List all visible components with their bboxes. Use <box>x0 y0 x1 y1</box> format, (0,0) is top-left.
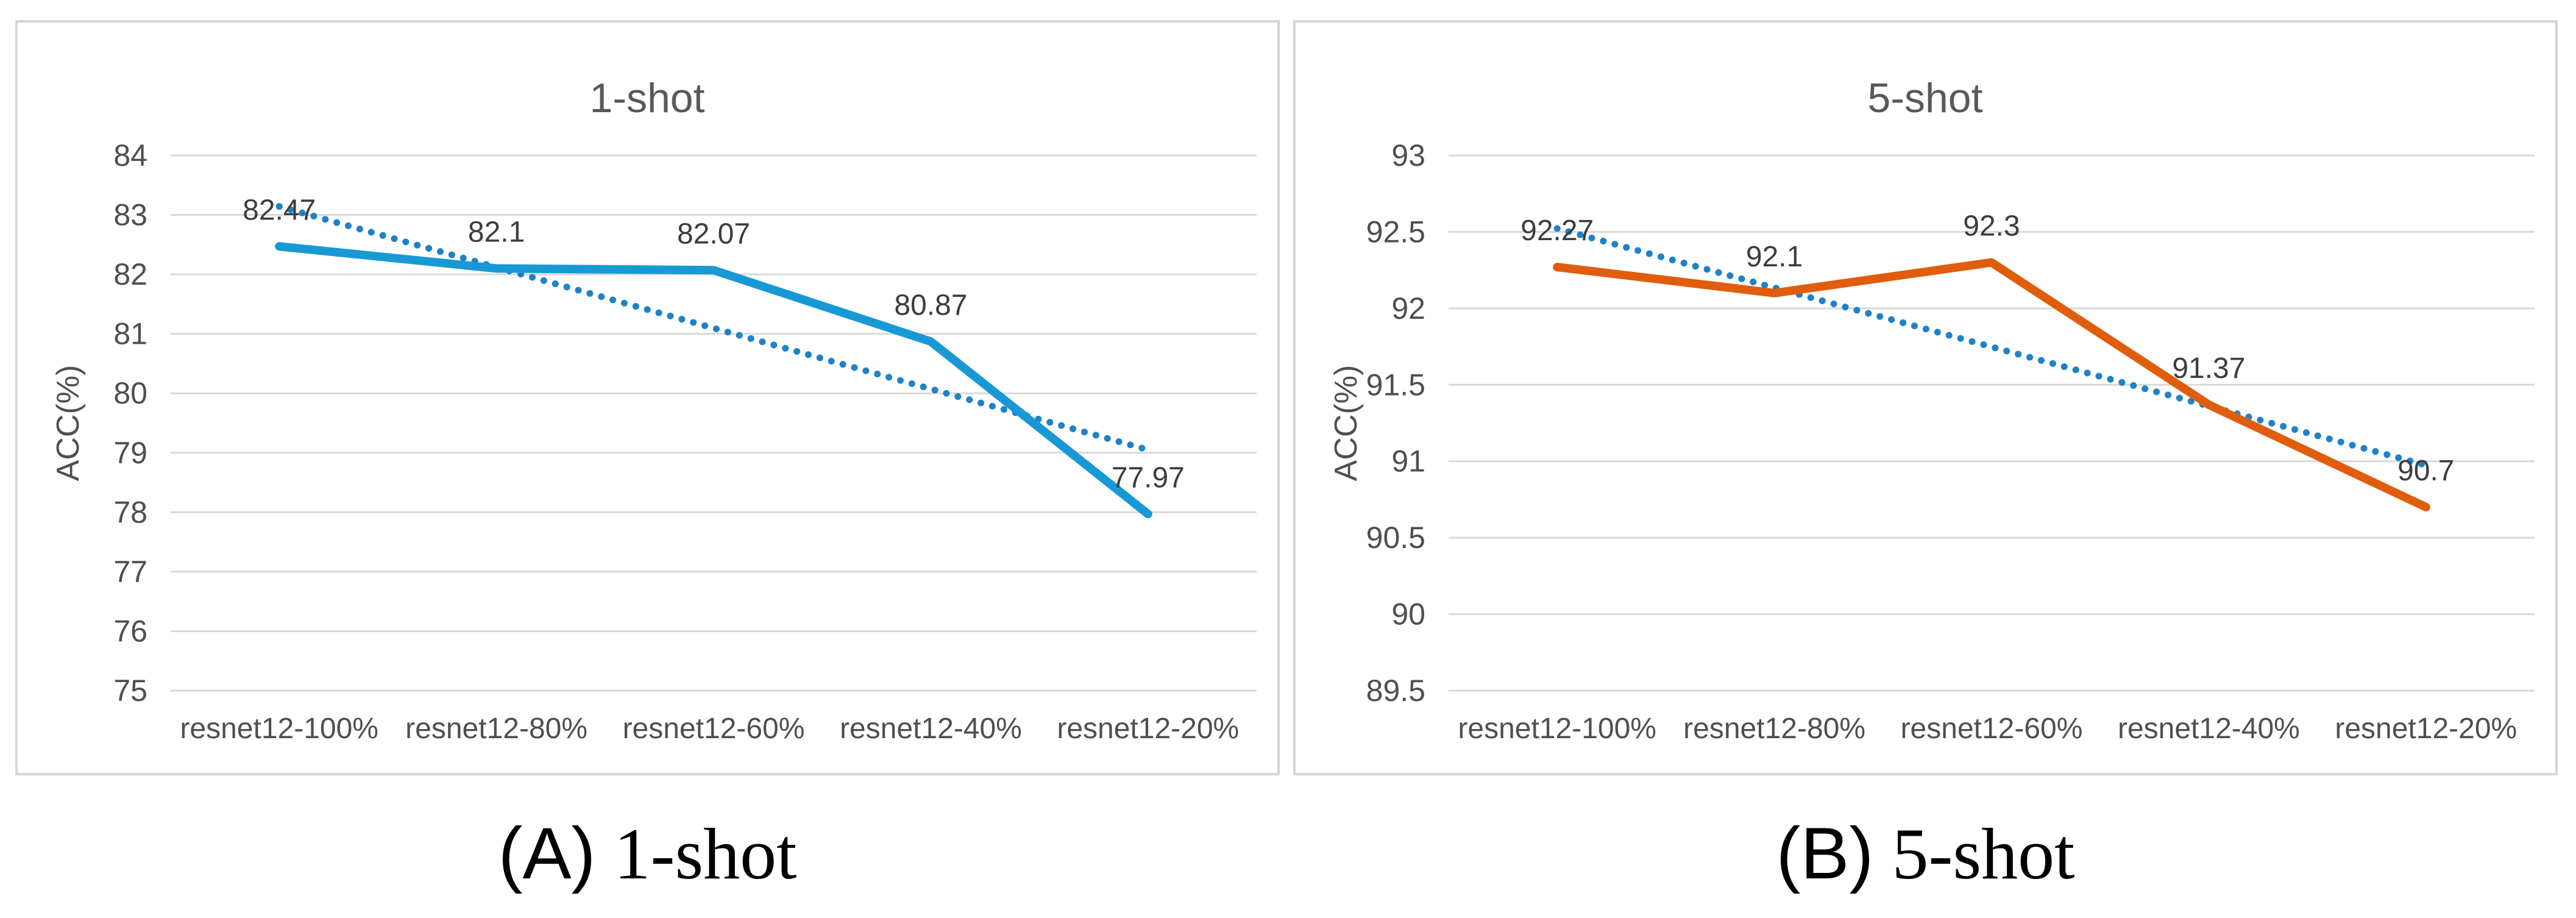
series-line <box>1553 258 2430 511</box>
y-tick-label: 76 <box>113 614 147 648</box>
x-category-label: resnet12-100% <box>1458 713 1656 745</box>
x-category-label: resnet12-80% <box>1683 713 1865 745</box>
y-tick-label: 89.5 <box>1366 674 1425 708</box>
y-tick-label: 84 <box>113 138 147 173</box>
chart-panel-5shot: 93 92.5 92 91.5 91 90.5 90 89.5 resnet12-100% res… <box>1293 20 2558 775</box>
x-category-label: resnet12-20% <box>2335 713 2517 745</box>
x-category-label: resnet12-100% <box>180 713 378 745</box>
chart-title: 1-shot <box>590 75 705 121</box>
subfigure-caption-a: (A) 1-shot <box>15 817 1280 891</box>
caption-b-prefix: (B) <box>1776 813 1874 894</box>
y-tick-label: 81 <box>113 317 147 351</box>
x-category-label: resnet12-40% <box>2118 713 2300 745</box>
data-label: 82.07 <box>677 218 750 250</box>
caption-a-label: 1-shot <box>614 813 797 894</box>
data-label: 90.7 <box>2397 455 2454 487</box>
y-tick-label: 75 <box>113 674 147 708</box>
y-tick-label: 93 <box>1391 138 1425 173</box>
y-tick-label: 79 <box>113 436 147 470</box>
data-label: 77.97 <box>1112 461 1185 494</box>
y-tick-label: 92.5 <box>1366 215 1425 249</box>
data-label: 82.47 <box>243 194 316 226</box>
x-category-label: resnet12-80% <box>405 713 587 745</box>
y-tick-label: 91 <box>1391 444 1425 479</box>
x-category-label: resnet12-40% <box>840 713 1022 745</box>
data-label: 92.27 <box>1520 215 1594 247</box>
x-category-label: resnet12-60% <box>1901 713 2083 745</box>
trendline-dotted <box>275 203 1152 454</box>
chart-title: 5-shot <box>1868 75 1983 121</box>
y-tick-label: 83 <box>113 198 147 232</box>
y-tick-label: 90.5 <box>1366 521 1425 555</box>
line-chart-1shot: 84 83 82 81 80 79 78 77 76 75 resnet12-100% resnet1… <box>51 75 1257 745</box>
trendline-dotted <box>1553 225 2430 469</box>
caption-b-label: 5-shot <box>1892 813 2075 894</box>
y-tick-label: 80 <box>113 376 147 410</box>
y-tick-label: 77 <box>113 555 147 589</box>
line-chart-5shot: 93 92.5 92 91.5 91 90.5 90 89.5 resnet12-100% res… <box>1329 75 2535 745</box>
subfigure-caption-b: (B) 5-shot <box>1293 817 2558 891</box>
x-category-label: resnet12-20% <box>1057 713 1239 745</box>
chart-panel-1shot: 84 83 82 81 80 79 78 77 76 75 resnet12-100% resnet1… <box>15 20 1280 775</box>
caption-a-prefix: (A) <box>498 813 596 894</box>
y-tick-label: 78 <box>113 495 147 529</box>
y-tick-label: 82 <box>113 257 147 291</box>
y-tick-label: 92 <box>1391 291 1425 326</box>
x-category-label: resnet12-60% <box>623 713 805 745</box>
series-line <box>275 242 1152 519</box>
data-label: 92.1 <box>1746 241 1803 273</box>
y-tick-label: 91.5 <box>1366 368 1425 402</box>
data-label: 92.3 <box>1963 210 2020 243</box>
y-axis-title: ACC(%) <box>1329 365 1364 482</box>
y-axis-title: ACC(%) <box>51 365 86 482</box>
data-label: 82.1 <box>468 216 525 248</box>
data-label: 91.37 <box>2172 352 2245 385</box>
data-label: 80.87 <box>894 289 967 321</box>
y-tick-label: 90 <box>1391 597 1425 632</box>
